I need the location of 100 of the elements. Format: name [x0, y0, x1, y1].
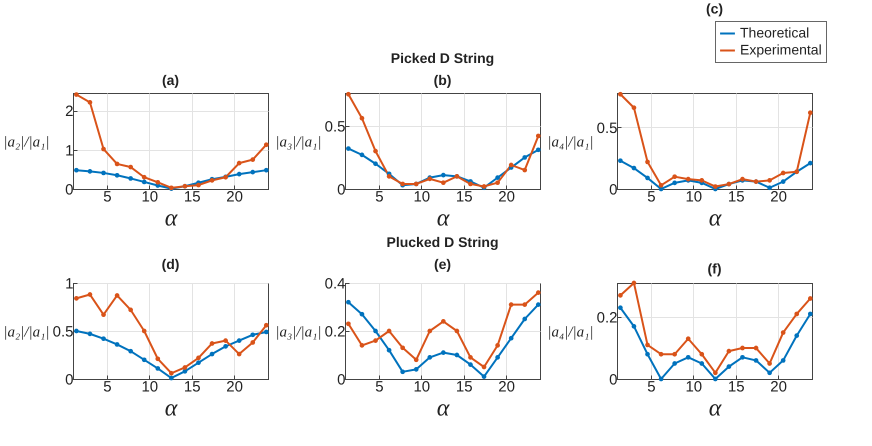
point	[427, 328, 432, 334]
point	[808, 296, 813, 301]
point	[250, 170, 256, 174]
point	[522, 168, 528, 172]
point	[740, 354, 745, 360]
point	[155, 366, 160, 371]
point	[740, 346, 745, 350]
x-tick-label: 20	[226, 188, 243, 206]
point	[373, 148, 378, 154]
point	[495, 175, 500, 180]
point	[658, 352, 664, 357]
x-tick-label: 15	[456, 378, 473, 396]
point	[780, 170, 786, 176]
point	[101, 170, 106, 176]
x-tick-label: 5	[375, 378, 384, 396]
point	[74, 328, 79, 334]
y-tick-label: 0	[65, 372, 74, 388]
text: Plucked D String	[386, 234, 499, 250]
point	[645, 176, 650, 180]
point	[658, 182, 664, 188]
point	[386, 328, 392, 334]
point	[386, 348, 392, 353]
point	[114, 162, 120, 166]
point	[142, 174, 147, 180]
y-tick-label: 0	[337, 372, 346, 388]
point	[726, 348, 732, 354]
point	[114, 342, 120, 347]
x-tick-label: 10	[685, 188, 702, 206]
point	[250, 332, 256, 338]
point	[155, 356, 160, 362]
point	[632, 105, 636, 110]
point	[686, 336, 691, 342]
x-axis-title: α	[436, 206, 450, 232]
y-tick-label: 0	[337, 182, 346, 198]
point	[373, 161, 378, 166]
point	[468, 355, 473, 360]
point	[536, 148, 541, 152]
point	[114, 293, 120, 298]
y-tick-label: 0.2	[596, 310, 618, 327]
point	[346, 300, 351, 305]
point	[780, 330, 786, 335]
point	[155, 180, 160, 185]
point	[482, 364, 486, 370]
y-axis-title: |a₄|/|a₁|	[547, 324, 594, 340]
point	[400, 369, 405, 374]
point	[632, 280, 636, 286]
y-tick-label: 0	[65, 182, 74, 198]
point	[658, 376, 664, 382]
point	[360, 116, 364, 121]
point	[632, 166, 636, 170]
point	[495, 355, 500, 360]
point	[264, 168, 269, 173]
point	[618, 158, 623, 164]
line-series	[74, 92, 269, 190]
y-tick-label: 0.5	[52, 324, 74, 340]
point	[74, 296, 79, 301]
point	[236, 352, 242, 356]
point	[142, 328, 147, 334]
chart-title: (c)	[706, 0, 724, 16]
point	[169, 376, 174, 380]
point	[88, 169, 92, 174]
point	[794, 312, 800, 316]
legend-label: Experimental	[740, 42, 822, 58]
point	[441, 172, 446, 178]
point	[468, 182, 473, 186]
line-series	[346, 92, 541, 189]
point	[223, 344, 228, 349]
y-tick-label: 0.5	[324, 118, 346, 136]
point	[536, 290, 541, 295]
point	[236, 160, 242, 166]
point	[754, 346, 758, 350]
point	[414, 367, 419, 372]
y-tick-label: 0	[609, 372, 618, 388]
y-tick-label: 2	[65, 103, 74, 120]
point	[360, 343, 364, 348]
point	[441, 180, 446, 186]
chart-title: (a)	[162, 72, 180, 88]
point	[536, 302, 541, 307]
x-tick-label: 15	[456, 188, 473, 206]
x-tick-label: 15	[728, 378, 745, 396]
point	[713, 376, 718, 382]
x-tick-label: 10	[685, 378, 702, 396]
point	[508, 336, 514, 341]
point	[101, 312, 106, 318]
point	[522, 155, 528, 160]
point	[386, 174, 392, 179]
point	[414, 357, 419, 362]
point	[128, 308, 133, 312]
point	[236, 338, 242, 343]
x-tick-label: 20	[226, 378, 243, 396]
point	[495, 180, 500, 186]
point	[780, 358, 786, 363]
point	[250, 340, 256, 345]
point	[672, 352, 677, 357]
point	[699, 352, 704, 357]
point	[767, 178, 772, 183]
y-axis-title: |a₃|/|a₁|	[275, 134, 322, 150]
x-tick-label: 10	[413, 188, 430, 206]
y-tick-label: 0.5	[596, 120, 618, 137]
y-tick-label: 1	[65, 276, 74, 292]
